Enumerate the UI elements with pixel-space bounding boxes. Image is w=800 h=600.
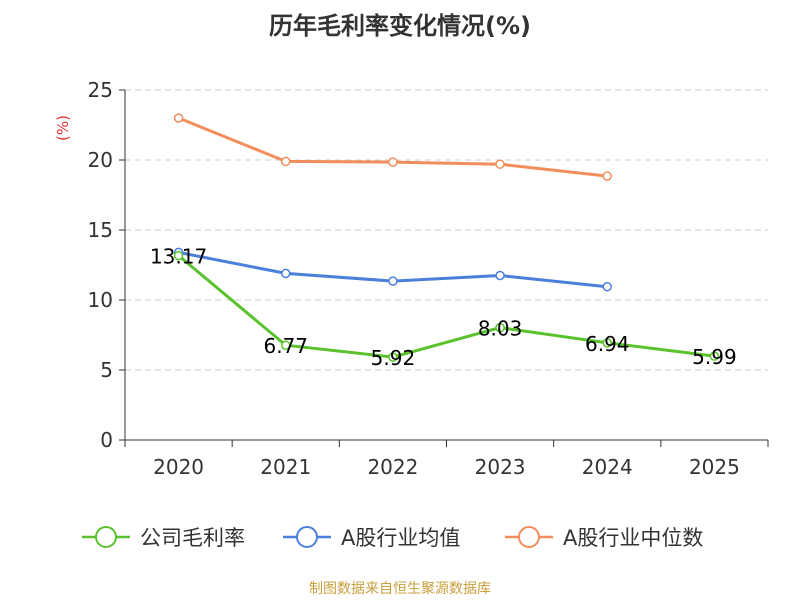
legend-marker	[296, 526, 318, 548]
y-tick-label: 25	[88, 78, 113, 102]
chart-title: 历年毛利率变化情况(%)	[269, 12, 531, 40]
data-label: 5.99	[692, 345, 737, 369]
series-line	[178, 116, 608, 178]
y-tick-label: 20	[88, 148, 113, 172]
legend-label: A股行业中位数	[563, 526, 703, 550]
y-tick-label: 15	[88, 218, 113, 242]
data-label: 13.17	[150, 245, 207, 269]
data-point	[281, 156, 291, 167]
data-point	[602, 281, 612, 292]
data-labels: 13.17 6.77 5.92 8.03 6.94 5.99	[150, 245, 737, 371]
legend-label: 公司毛利率	[140, 526, 245, 550]
data-point	[281, 340, 291, 350]
x-tick-label: 2021	[260, 455, 311, 479]
y-tick-label: 10	[88, 288, 113, 312]
y-tick-label: 5	[100, 358, 113, 382]
legend-marker	[518, 526, 540, 548]
data-point	[709, 351, 720, 361]
data-point	[388, 352, 398, 362]
source-note: 制图数据来自恒生聚源数据库	[309, 581, 491, 597]
legend: 公司毛利率 A股行业均值 A股行业中位数	[82, 526, 703, 550]
data-point	[173, 113, 184, 123]
data-label: 8.03	[478, 317, 523, 341]
data-point	[602, 171, 612, 181]
data-label: 6.94	[585, 332, 630, 356]
grid-lines	[125, 89, 768, 371]
legend-marker	[95, 526, 117, 548]
x-tick-label: 2023	[475, 455, 526, 479]
data-point	[602, 338, 612, 348]
data-point	[388, 157, 398, 167]
data-point	[173, 250, 184, 261]
x-tick-label: 2025	[689, 455, 740, 479]
data-point	[495, 270, 505, 281]
data-point	[388, 276, 398, 286]
x-tick-label: 2024	[582, 455, 633, 479]
data-label: 6.77	[263, 334, 308, 358]
x-tick-label: 2022	[367, 455, 418, 479]
data-point	[495, 322, 505, 333]
series-line	[177, 254, 715, 359]
y-tick-label: 0	[100, 428, 113, 452]
series	[173, 113, 720, 362]
data-label: 5.92	[371, 346, 416, 370]
legend-label: A股行业均值	[341, 526, 460, 550]
x-tick-label: 2020	[153, 455, 204, 479]
data-point	[281, 268, 291, 279]
data-point	[495, 159, 505, 169]
y-axis-label: (%)	[54, 115, 72, 141]
